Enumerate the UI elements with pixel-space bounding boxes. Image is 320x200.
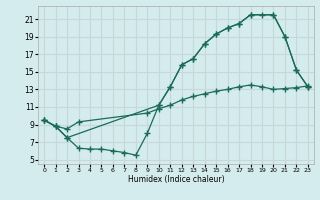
X-axis label: Humidex (Indice chaleur): Humidex (Indice chaleur) — [128, 175, 224, 184]
